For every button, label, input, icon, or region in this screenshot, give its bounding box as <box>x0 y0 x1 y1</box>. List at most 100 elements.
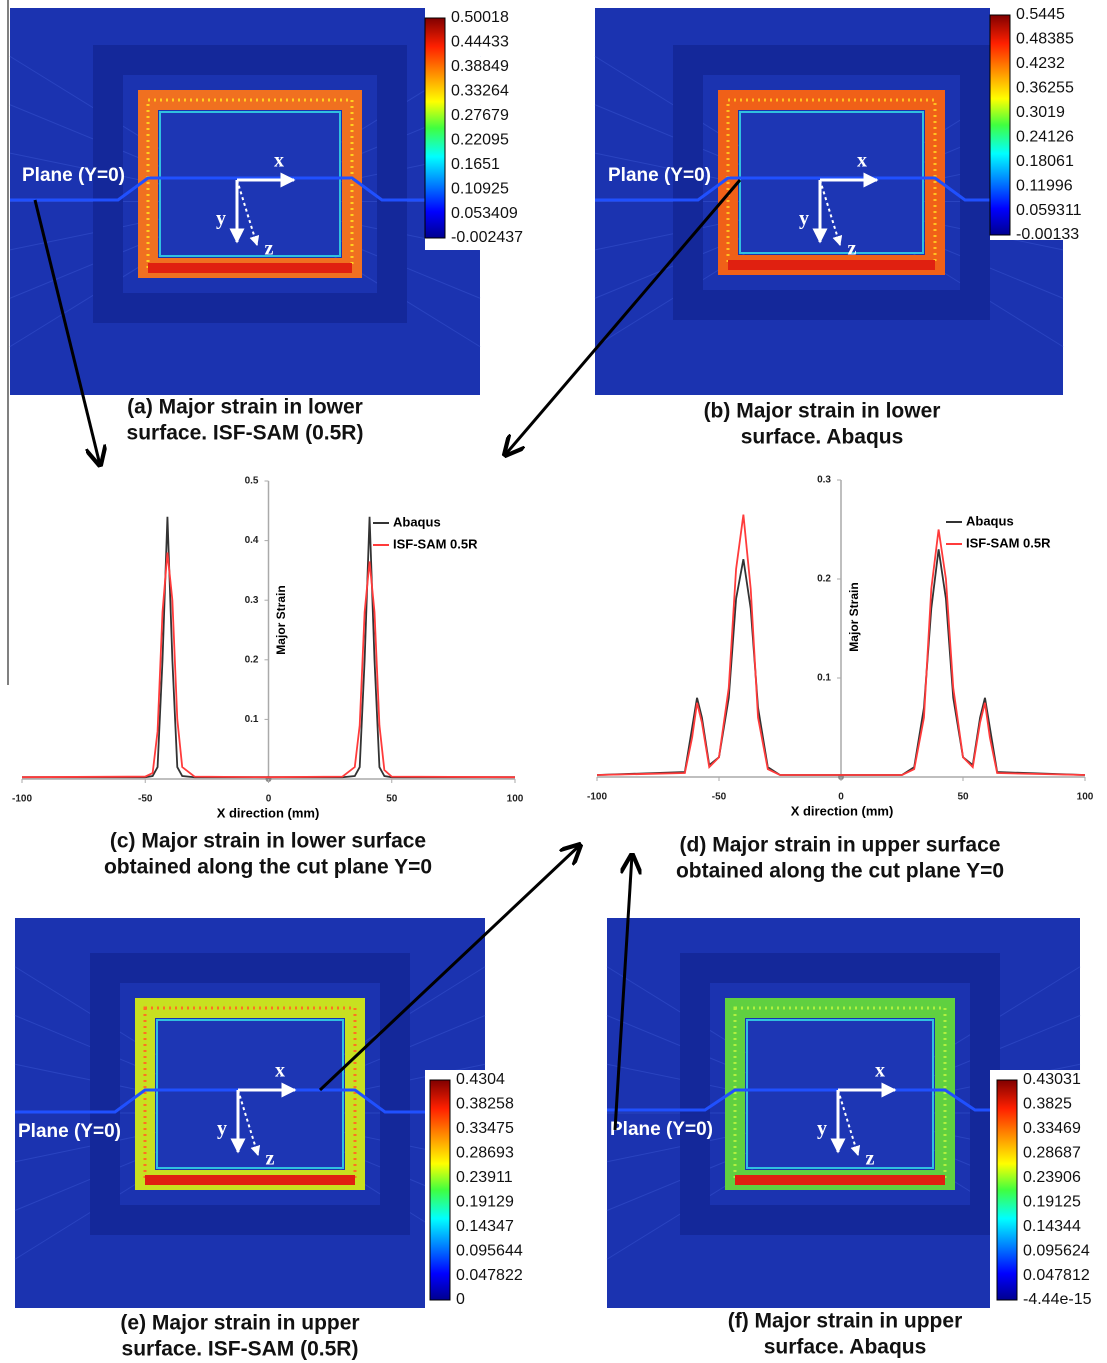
colorbar-label: 0.23906 <box>1023 1169 1081 1186</box>
colorbar <box>424 17 446 239</box>
axis-label: z <box>266 1148 275 1170</box>
inner-region <box>739 111 924 254</box>
colorbar <box>429 1079 451 1301</box>
arrow <box>505 179 742 455</box>
colorbar-label: 0 <box>456 1291 465 1308</box>
x-axis-label: X direction (mm) <box>791 803 894 818</box>
colorbar-label: 0.18061 <box>1016 153 1074 170</box>
colorbar-label: 0.48385 <box>1016 31 1074 48</box>
colorbar-label: 0.4304 <box>456 1071 505 1088</box>
inner-region <box>159 111 341 257</box>
caption: obtained along the cut plane Y=0 <box>104 856 432 879</box>
y-tick-label: 0.2 <box>817 574 831 585</box>
plane-label: Plane (Y=0) <box>610 1119 713 1140</box>
caption: (d) Major strain in upper surface <box>680 834 1001 857</box>
x-tick-label: 0 <box>838 792 844 803</box>
plane-label: Plane (Y=0) <box>22 165 125 186</box>
y-tick-label: 0.1 <box>245 714 259 725</box>
colorbar-label: 0.047822 <box>456 1267 523 1284</box>
arrow <box>613 855 632 1131</box>
arrow <box>318 845 580 1092</box>
caption: surface. ISF-SAM (0.5R) <box>127 422 364 445</box>
colorbar-label: 0.3825 <box>1023 1096 1072 1113</box>
axis-label: y <box>817 1118 827 1140</box>
caption: obtained along the cut plane Y=0 <box>676 860 1004 883</box>
caption: (c) Major strain in lower surface <box>110 830 426 853</box>
legend-label: Abaqus <box>966 513 1014 528</box>
x-tick-label: -50 <box>138 794 153 805</box>
arrow <box>33 199 100 465</box>
axis-label: x <box>875 1060 885 1082</box>
caption: (b) Major strain in lower <box>704 400 941 423</box>
colorbar-label: -0.002437 <box>451 229 523 246</box>
content: Plane (Y=0) x y z 0.50018 0.44433 0.38849 0.332… <box>9 6 1107 1361</box>
data-line <box>596 514 1086 776</box>
connector-arrows <box>33 179 742 1131</box>
colorbar-label: 0.24126 <box>1016 128 1074 145</box>
y-tick-label: 0.5 <box>245 476 259 487</box>
x-tick-label: 100 <box>1077 792 1094 803</box>
colorbar-label: 0.33475 <box>456 1120 514 1137</box>
x-tick-label: -50 <box>712 792 727 803</box>
y-axis-label: Major Strain <box>847 582 861 651</box>
halo <box>90 953 410 1235</box>
x-tick-label: 100 <box>507 794 524 805</box>
legend-label: ISF-SAM 0.5R <box>393 536 478 551</box>
colorbar-label: 0.43031 <box>1023 1071 1081 1088</box>
x-tick-label: -100 <box>587 792 607 803</box>
colorbar-label: 0.38258 <box>456 1096 514 1113</box>
caption: (e) Major strain in upper <box>120 1312 359 1335</box>
axis-label: y <box>799 208 809 230</box>
axis-label: y <box>216 208 226 230</box>
plane-label: Plane (Y=0) <box>18 1121 121 1142</box>
colorbar-label: 0.059311 <box>1016 202 1082 219</box>
colorbar-label: 0.1651 <box>451 156 500 173</box>
caption: surface. ISF-SAM (0.5R) <box>122 1338 359 1361</box>
colorbar-label: 0.44433 <box>451 34 509 51</box>
cut-plane <box>595 176 1063 202</box>
axis-arrow <box>837 1089 861 1156</box>
colorbar-label: 0.095624 <box>1023 1242 1090 1259</box>
colorbar-label: 0.36255 <box>1016 80 1074 97</box>
halo <box>93 45 407 323</box>
colorbar-label: 0.053409 <box>451 205 518 222</box>
axis-label: z <box>265 238 274 260</box>
colorbar-label: 0.5445 <box>1016 6 1065 23</box>
y-tick-label: 0.3 <box>817 475 831 486</box>
colorbar-label: 0.19125 <box>1023 1193 1081 1210</box>
colorbar-label: 0.11996 <box>1016 177 1073 194</box>
colorbar <box>996 1079 1018 1301</box>
y-tick-label: 0.3 <box>245 595 259 606</box>
colorbar-label: 0.047812 <box>1023 1267 1090 1284</box>
x-axis-label: X direction (mm) <box>217 805 320 820</box>
axis-label: y <box>217 1118 227 1140</box>
data-line <box>21 552 516 779</box>
legend-label: Abaqus <box>393 514 441 529</box>
cut-plane <box>10 176 480 202</box>
caption: surface. Abaqus <box>764 1336 927 1359</box>
x-tick-label: 50 <box>386 794 398 805</box>
colorbar <box>989 14 1011 236</box>
axis-label: z <box>866 1148 875 1170</box>
axis-label: x <box>274 150 284 172</box>
colorbar-label: 0.33264 <box>451 83 509 100</box>
colorbar-label: 0.50018 <box>451 9 509 26</box>
y-axis-label: Major Strain <box>274 585 288 654</box>
inner-region <box>746 1019 934 1169</box>
colorbar-label: 0.4232 <box>1016 55 1065 72</box>
colorbar-label: -4.44e-15 <box>1023 1291 1092 1308</box>
colorbar-label: 0.19129 <box>456 1193 514 1210</box>
axis-arrow <box>237 1089 261 1156</box>
colorbar-label: 0.14344 <box>1023 1218 1081 1235</box>
x-tick-label: 50 <box>957 792 969 803</box>
y-tick-label: 0.4 <box>245 535 259 546</box>
colorbar-label: 0.14347 <box>456 1218 514 1235</box>
colorbar-label: 0.28687 <box>1023 1145 1081 1162</box>
y-tick-label: 0.1 <box>817 673 831 684</box>
y-tick-label: 0.2 <box>245 654 259 665</box>
caption: (f) Major strain in upper <box>728 1310 963 1333</box>
plane-label: Plane (Y=0) <box>608 165 711 186</box>
colorbar-label: -0.00133 <box>1016 226 1079 243</box>
caption: surface. Abaqus <box>741 426 904 449</box>
